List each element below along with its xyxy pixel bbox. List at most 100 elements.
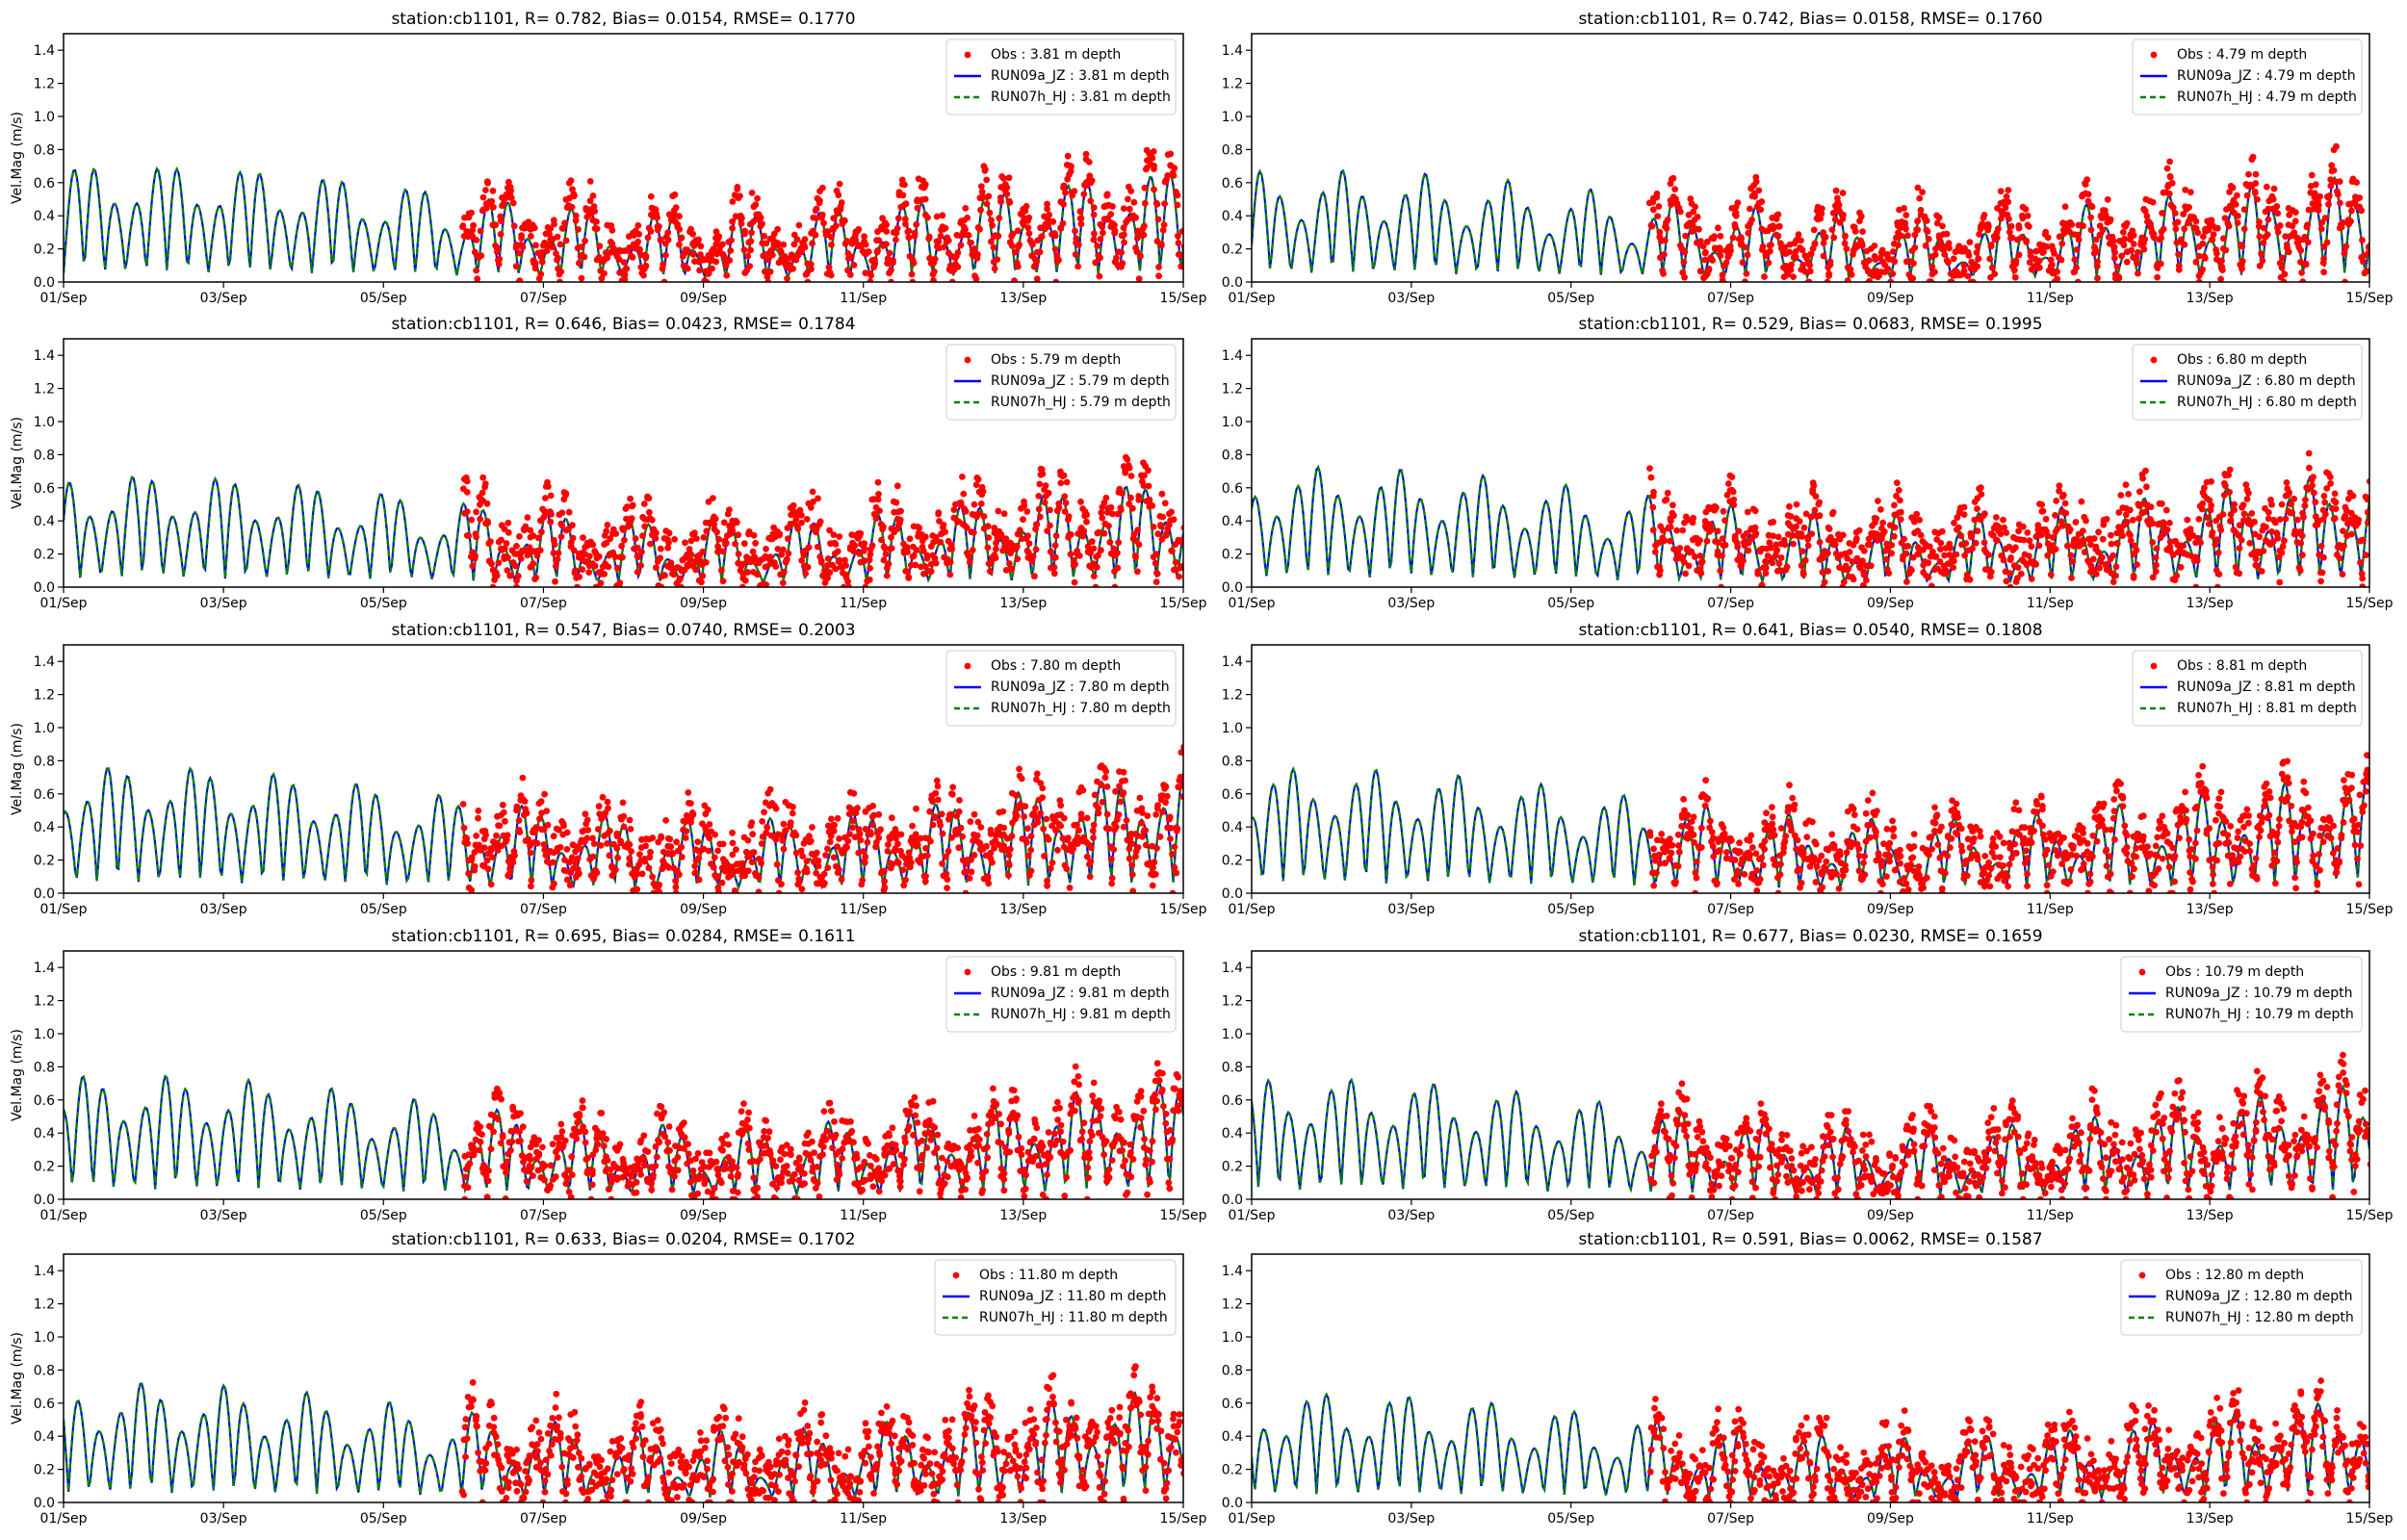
obs-point: [744, 252, 752, 260]
obs-point: [563, 829, 571, 836]
obs-point: [2152, 568, 2160, 576]
x-tick-label: 09/Sep: [680, 291, 727, 306]
obs-point: [869, 802, 876, 809]
obs-point: [2003, 192, 2010, 200]
obs-point: [836, 180, 843, 188]
obs-point: [750, 531, 758, 539]
obs-point: [780, 241, 788, 248]
obs-point: [658, 834, 664, 841]
obs-point: [927, 837, 934, 845]
obs-point: [793, 236, 801, 244]
obs-point: [2335, 191, 2342, 198]
obs-point: [1809, 818, 1816, 826]
obs-point: [507, 194, 515, 202]
obs-point: [1848, 271, 1855, 278]
obs-point: [921, 181, 929, 189]
obs-point: [1097, 254, 1103, 262]
obs-point: [1945, 240, 1953, 247]
obs-point: [1924, 874, 1930, 882]
obs-point: [942, 224, 949, 232]
obs-point: [957, 499, 965, 506]
obs-point: [1947, 544, 1954, 552]
obs-point: [1672, 861, 1680, 869]
obs-point: [864, 838, 871, 846]
obs-point: [607, 535, 614, 543]
obs-point: [2047, 571, 2055, 578]
obs-point: [873, 248, 881, 256]
x-tick-label: 13/Sep: [2187, 596, 2234, 611]
obs-point: [921, 563, 929, 570]
obs-point: [1948, 278, 1955, 282]
obs-point: [672, 889, 680, 893]
obs-point: [2013, 575, 2021, 581]
obs-point: [1129, 504, 1136, 512]
obs-point: [2192, 258, 2200, 266]
obs-point: [2231, 506, 2239, 514]
obs-point: [1150, 524, 1157, 530]
obs-point: [2364, 508, 2369, 516]
obs-point: [1769, 804, 1775, 810]
obs-point: [1860, 581, 1867, 587]
obs-point: [649, 834, 657, 841]
obs-point: [959, 833, 966, 840]
obs-point: [543, 808, 551, 814]
obs-point: [498, 842, 505, 850]
obs-point: [795, 221, 803, 229]
axes-frame: [1251, 338, 2370, 588]
y-tick-label: 0.4: [1222, 209, 1243, 224]
obs-point: [1890, 532, 1898, 540]
obs-point: [977, 500, 985, 507]
obs-point: [644, 234, 652, 242]
obs-point: [682, 834, 689, 841]
obs-point: [1126, 834, 1134, 842]
obs-point: [832, 222, 840, 230]
y-tick-label: 0.6: [1222, 176, 1243, 192]
obs-point: [971, 500, 978, 508]
obs-point: [1048, 860, 1056, 866]
obs-point: [587, 538, 594, 546]
obs-point: [1709, 257, 1717, 264]
obs-point: [881, 884, 889, 891]
obs-point: [2200, 233, 2207, 241]
obs-point: [1821, 578, 1828, 586]
obs-point: [2219, 267, 2226, 273]
obs-point: [1066, 885, 1074, 891]
obs-point: [2252, 555, 2260, 562]
obs-point: [1721, 541, 1729, 549]
obs-point: [1690, 208, 1697, 216]
obs-point: [612, 530, 620, 537]
obs-point: [1897, 846, 1903, 854]
obs-point: [818, 211, 826, 218]
obs-point: [956, 797, 963, 804]
obs-point: [1824, 278, 1831, 282]
obs-point: [689, 250, 697, 258]
obs-point: [1951, 557, 1957, 565]
obs-point: [632, 535, 639, 542]
obs-point: [875, 491, 882, 498]
obs-point: [867, 271, 875, 279]
obs-point: [2003, 529, 2010, 536]
obs-point: [1844, 808, 1851, 815]
obs-point: [1703, 537, 1711, 545]
obs-point: [861, 238, 867, 245]
obs-point: [1109, 510, 1116, 518]
y-tick-label: 0.2: [34, 854, 55, 869]
obs-point: [899, 866, 907, 874]
obs-point: [2240, 225, 2248, 233]
obs-point: [1692, 869, 1699, 877]
obs-point: [938, 810, 945, 818]
obs-point: [1770, 856, 1777, 863]
obs-point: [1960, 268, 1968, 275]
obs-point: [1889, 270, 1897, 277]
obs-point: [572, 217, 580, 224]
obs-point: [2276, 222, 2284, 229]
y-tick-label: 0.8: [34, 142, 55, 158]
obs-point: [939, 830, 946, 837]
obs-point: [896, 516, 904, 524]
obs-point: [2326, 192, 2333, 199]
obs-point: [1819, 205, 1825, 213]
obs-point: [993, 539, 999, 547]
obs-point: [638, 870, 646, 878]
